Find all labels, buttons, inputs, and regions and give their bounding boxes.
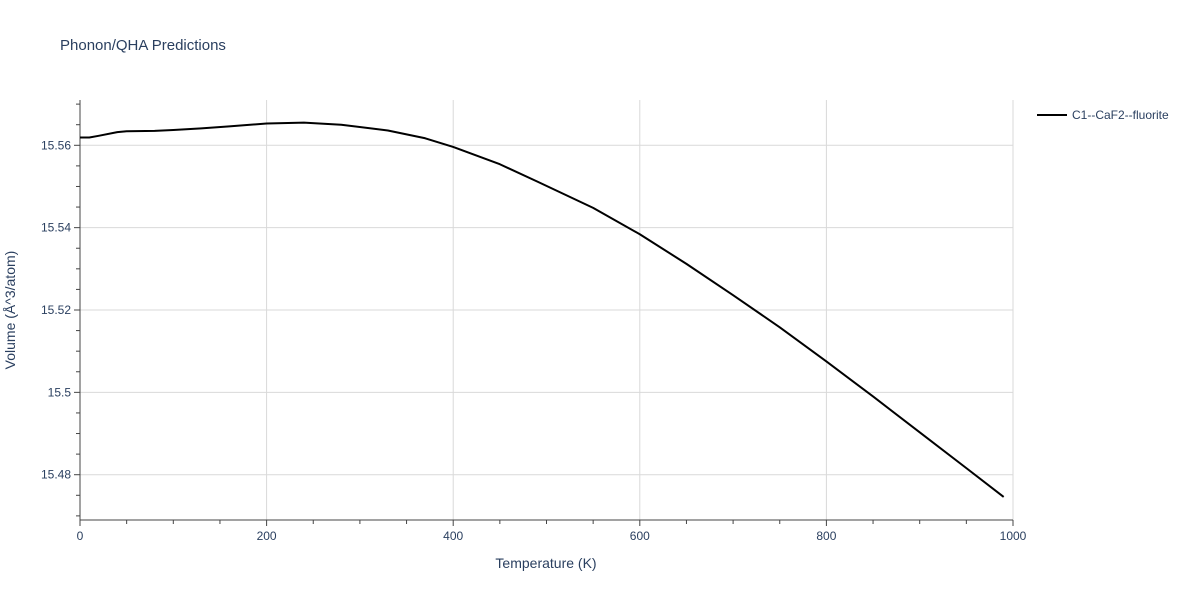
legend-label: C1--CaF2--fluorite bbox=[1072, 108, 1169, 122]
x-tick-label: 1000 bbox=[1000, 529, 1027, 543]
y-tick-label: 15.56 bbox=[41, 138, 71, 152]
y-tick-label: 15.52 bbox=[41, 303, 71, 317]
x-tick-label: 0 bbox=[77, 529, 84, 543]
y-tick-label: 15.5 bbox=[48, 385, 72, 399]
y-tick-label: 15.54 bbox=[41, 221, 71, 235]
grid bbox=[80, 100, 1014, 520]
y-axis-title: Volume (Å^3/atom) bbox=[2, 251, 18, 370]
x-tick-label: 600 bbox=[630, 529, 650, 543]
x-ticks: 0 200 400 600 800 1000 bbox=[77, 529, 1027, 543]
x-tick-label: 200 bbox=[257, 529, 277, 543]
axes bbox=[74, 100, 1014, 526]
legend[interactable]: C1--CaF2--fluorite bbox=[1037, 108, 1169, 122]
series-layer bbox=[80, 121, 1005, 498]
y-tick-label: 15.48 bbox=[41, 468, 71, 482]
y-ticks: 15.48 15.5 15.52 15.54 15.56 bbox=[41, 138, 71, 481]
x-axis-title: Temperature (K) bbox=[495, 555, 596, 571]
chart-title: Phonon/QHA Predictions bbox=[60, 37, 226, 54]
series-line bbox=[80, 121, 1005, 498]
x-tick-label: 800 bbox=[816, 529, 836, 543]
x-tick-label: 400 bbox=[443, 529, 463, 543]
